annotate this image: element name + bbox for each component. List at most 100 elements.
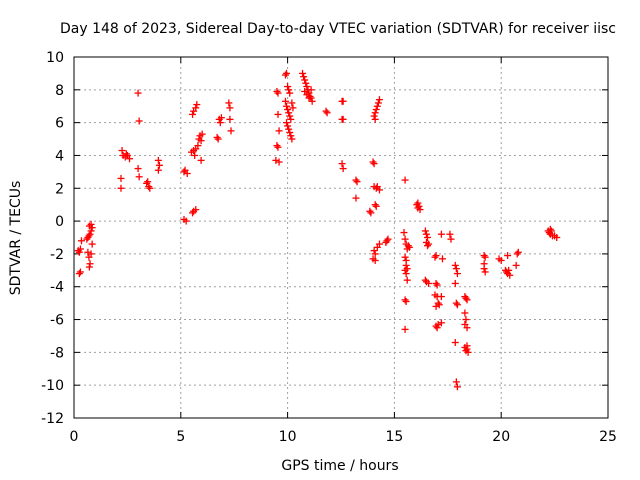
data-point — [192, 206, 200, 214]
data-point — [213, 133, 221, 141]
data-point — [372, 202, 380, 210]
data-point — [144, 178, 152, 186]
x-tick-label: 5 — [176, 429, 185, 445]
data-point — [300, 73, 308, 81]
y-tick-label: -12 — [41, 411, 64, 427]
data-point — [76, 245, 84, 253]
data-point — [273, 142, 281, 150]
data-point — [481, 253, 489, 261]
data-point — [453, 270, 461, 278]
data-point — [226, 115, 234, 123]
data-point — [287, 132, 295, 140]
data-point — [432, 302, 440, 310]
data-point — [451, 261, 459, 269]
data-point — [214, 135, 222, 143]
data-point — [371, 256, 379, 264]
data-point — [193, 101, 201, 109]
data-point — [339, 115, 347, 123]
data-point — [463, 324, 471, 332]
y-tick-label: 0 — [55, 214, 64, 230]
data-point — [383, 237, 391, 245]
data-point — [274, 89, 282, 97]
data-point — [431, 253, 439, 261]
data-point — [452, 265, 460, 273]
data-point — [480, 252, 488, 260]
data-point — [433, 281, 441, 289]
data-point — [84, 248, 92, 256]
data-point — [217, 114, 225, 122]
data-point — [86, 230, 94, 238]
x-tick-label: 0 — [70, 429, 79, 445]
data-point — [135, 117, 143, 125]
data-point — [463, 342, 471, 350]
data-point — [285, 86, 293, 94]
data-point — [285, 109, 293, 117]
data-point — [227, 127, 235, 135]
data-point — [285, 125, 293, 133]
data-point — [225, 99, 233, 107]
plot-frame — [73, 56, 609, 419]
data-point — [88, 224, 96, 232]
y-tick-label: 6 — [55, 116, 64, 132]
data-point — [288, 99, 296, 107]
grid-lines — [74, 57, 608, 418]
data-point — [286, 89, 294, 97]
data-point — [512, 261, 520, 269]
data-point — [281, 97, 289, 105]
data-point — [401, 253, 409, 261]
data-point — [117, 184, 125, 192]
data-point — [322, 107, 330, 115]
data-point — [197, 156, 205, 164]
data-point — [134, 89, 142, 97]
data-point — [126, 155, 134, 163]
data-point — [284, 83, 292, 91]
data-point — [76, 268, 84, 276]
data-point — [424, 242, 432, 250]
data-point — [272, 156, 280, 164]
data-point — [433, 324, 441, 332]
x-tick-label: 25 — [599, 429, 617, 445]
data-point — [281, 71, 289, 79]
data-point — [481, 268, 489, 276]
data-point — [283, 102, 291, 110]
data-point — [88, 240, 96, 248]
data-point — [384, 235, 392, 243]
data-point — [453, 383, 461, 391]
y-tick-label: -6 — [50, 313, 64, 329]
data-point — [416, 206, 424, 214]
data-point — [353, 178, 361, 186]
data-point — [118, 147, 126, 155]
data-point — [198, 130, 206, 138]
data-point — [375, 186, 383, 194]
data-point — [274, 110, 282, 118]
data-point — [189, 110, 197, 118]
data-point — [425, 279, 433, 287]
y-tick-label: 8 — [55, 83, 64, 99]
y-tick-label: -8 — [50, 345, 64, 361]
data-point — [451, 339, 459, 347]
data-point — [323, 109, 331, 117]
chart-title: Day 148 of 2023, Sidereal Day-to-day VTE… — [60, 21, 616, 37]
x-tick-label: 10 — [279, 429, 297, 445]
data-point — [289, 104, 297, 112]
data-point — [226, 104, 234, 112]
y-axis-label: SDTVAR / TECUs — [8, 181, 24, 296]
data-point — [287, 115, 295, 123]
data-point — [182, 217, 190, 225]
data-point — [421, 227, 429, 235]
data-point — [371, 250, 379, 258]
data-point — [371, 201, 379, 209]
data-point — [306, 92, 314, 100]
data-point — [402, 270, 410, 278]
data-point — [352, 194, 360, 202]
data-point — [370, 160, 378, 168]
data-point — [286, 128, 294, 136]
data-point — [547, 227, 555, 235]
data-point — [401, 296, 409, 304]
data-point — [302, 79, 310, 87]
data-point — [464, 348, 472, 356]
data-point — [194, 142, 202, 150]
data-points — [74, 69, 561, 391]
data-point — [352, 176, 360, 184]
